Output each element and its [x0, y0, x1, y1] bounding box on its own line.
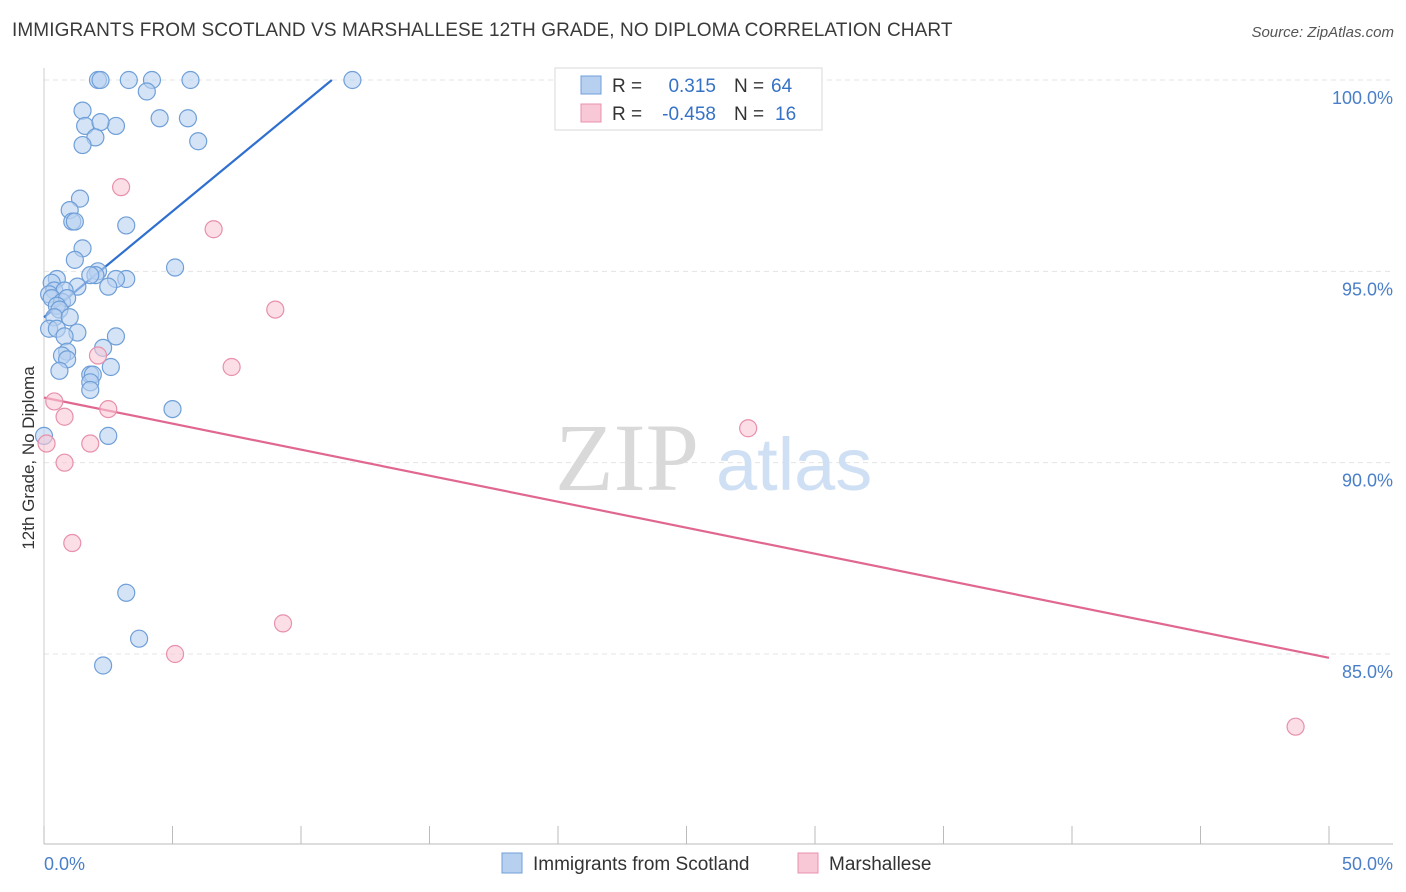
point-scotland-1	[91, 70, 110, 90]
point-scotland-52	[101, 357, 120, 377]
point-scotland-47	[106, 327, 126, 346]
data-points	[34, 70, 1305, 736]
point-scotland-6	[137, 82, 156, 101]
legend-n-label-marshallese: N =	[734, 104, 764, 125]
point-marshallese-14	[165, 644, 185, 664]
gridlines	[44, 79, 1393, 655]
series-legend-swatch-marshallese	[797, 852, 819, 874]
point-scotland-22	[65, 250, 84, 269]
point-marshallese-2	[266, 300, 285, 319]
point-scotland-57	[81, 380, 100, 400]
point-marshallese-15	[1286, 717, 1305, 736]
point-scotland-62	[129, 629, 149, 648]
point-scotland-16	[70, 189, 90, 208]
point-scotland-53	[50, 361, 69, 380]
legend-r-value-marshallese: -0.458	[662, 104, 716, 125]
trend-line-marshallese	[43, 396, 1330, 659]
point-scotland-14	[189, 132, 208, 151]
legend-n-label-scotland: N =	[734, 76, 764, 97]
point-scotland-15	[73, 135, 92, 155]
point-scotland-63	[94, 656, 113, 675]
series-legend-label-scotland: Immigrants from Scotland	[533, 854, 749, 875]
point-scotland-20	[117, 216, 136, 235]
y-axis-label: 12th Grade, No Diploma	[19, 366, 38, 550]
y-tick-labels: 100.0% 95.0% 90.0% 85.0%	[1332, 88, 1393, 682]
point-marshallese-11	[739, 419, 758, 438]
point-marshallese-4	[88, 346, 108, 365]
point-marshallese-1	[204, 220, 223, 239]
point-scotland-7	[73, 101, 92, 120]
point-marshallese-8	[81, 434, 100, 453]
axes	[43, 68, 1393, 845]
point-scotland-46	[55, 327, 74, 346]
point-scotland-8	[150, 109, 169, 128]
point-scotland-61	[117, 583, 136, 602]
y-tick-label-2: 90.0%	[1342, 471, 1393, 491]
point-scotland-11	[106, 116, 126, 136]
series-legend: Immigrants from Scotland Marshallese	[501, 852, 931, 875]
point-marshallese-10	[55, 453, 74, 472]
point-marshallese-12	[63, 533, 82, 553]
point-scotland-29	[99, 277, 118, 296]
point-scotland-5	[343, 70, 362, 90]
point-marshallese-6	[55, 407, 74, 426]
series-legend-swatch-scotland	[501, 852, 523, 874]
legend-swatch-marshallese	[580, 103, 602, 123]
x-tick-labels: 0.0% 50.0%	[44, 854, 1393, 874]
point-marshallese-0	[111, 178, 131, 197]
point-marshallese-5	[45, 392, 64, 411]
legend-n-value-scotland: 64	[771, 76, 793, 97]
point-scotland-2	[119, 70, 138, 90]
point-scotland-23	[165, 258, 185, 277]
point-marshallese-13	[273, 614, 293, 633]
point-scotland-19	[65, 212, 84, 231]
point-scotland-26	[81, 266, 100, 285]
watermark-zip: ZIP	[555, 404, 699, 511]
watermark: ZIP atlas	[555, 404, 872, 511]
point-marshallese-3	[222, 357, 241, 377]
legend-r-label-marshallese: R =	[612, 104, 642, 125]
series-legend-label-marshallese: Marshallese	[829, 854, 931, 875]
point-scotland-9	[178, 109, 198, 128]
point-scotland-42	[60, 308, 79, 327]
point-scotland-4	[181, 70, 200, 90]
point-scotland-12	[91, 112, 110, 132]
chart-title: IMMIGRANTS FROM SCOTLAND VS MARSHALLESE …	[12, 20, 953, 41]
y-tick-label-0: 100.0%	[1332, 88, 1393, 108]
watermark-atlas: atlas	[716, 423, 872, 506]
legend-r-value-scotland: 0.315	[668, 76, 716, 97]
y-tick-label-3: 85.0%	[1342, 662, 1393, 682]
legend-n-value-marshallese: 16	[775, 104, 796, 125]
stats-legend: R = 0.315 N = 64 R = -0.458 N = 16	[554, 67, 823, 131]
source-credit: Source: ZipAtlas.com	[1251, 24, 1394, 41]
x-tick-label-1: 50.0%	[1342, 854, 1393, 874]
point-marshallese-7	[99, 399, 118, 419]
legend-r-label-scotland: R =	[612, 76, 642, 97]
y-tick-label-1: 95.0%	[1342, 279, 1393, 299]
legend-swatch-scotland	[580, 75, 602, 95]
point-scotland-59	[99, 426, 118, 445]
point-scotland-58	[163, 399, 182, 419]
x-tick-label-0: 0.0%	[44, 854, 85, 874]
point-marshallese-9	[37, 434, 56, 453]
